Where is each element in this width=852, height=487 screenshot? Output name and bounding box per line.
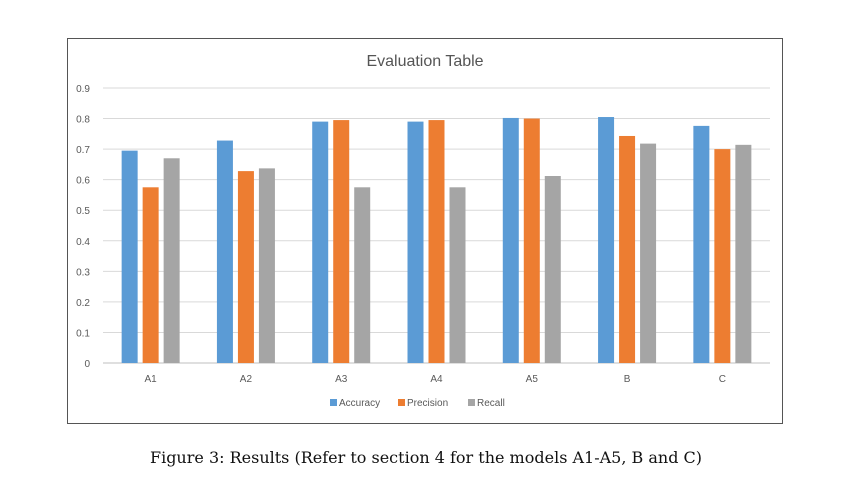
legend-label-recall: Recall <box>477 398 505 409</box>
bars <box>121 117 752 364</box>
chart-title: Evaluation Table <box>366 53 483 70</box>
legend-swatch-precision <box>398 399 405 406</box>
figure-caption: Figure 3: Results (Refer to section 4 fo… <box>149 448 703 467</box>
y-axis-ticks: 0 0.1 0.2 0.3 0.4 0.5 0.6 0.7 0.8 0.9 <box>76 84 90 370</box>
legend-swatch-accuracy <box>330 399 337 406</box>
bar-precision-a5 <box>523 118 540 363</box>
x-axis-ticks: A1 A2 A3 A4 A5 B C <box>145 374 726 385</box>
bar-accuracy-c <box>693 125 710 363</box>
y-tick-label: 0.2 <box>76 298 90 309</box>
bar-precision-c <box>714 149 731 363</box>
bar-recall-a3 <box>354 187 371 363</box>
bar-recall-a1 <box>163 158 180 363</box>
y-tick-label: 0.6 <box>76 176 90 187</box>
y-tick-label: 0.9 <box>76 84 90 95</box>
bar-precision-b <box>619 135 636 363</box>
y-tick-label: 0.5 <box>76 206 90 217</box>
x-tick-label: B <box>624 374 631 385</box>
bar-precision-a2 <box>237 171 254 363</box>
bar-accuracy-a5 <box>502 117 519 363</box>
bar-recall-a4 <box>449 187 466 363</box>
bar-recall-a5 <box>544 176 561 363</box>
legend-label-accuracy: Accuracy <box>339 398 380 409</box>
y-tick-label: 0.1 <box>76 328 90 339</box>
bar-recall-a2 <box>258 168 275 363</box>
y-tick-label: 0.3 <box>76 267 90 278</box>
x-tick-label: A2 <box>240 374 253 385</box>
y-tick-label: 0.8 <box>76 115 90 126</box>
bar-accuracy-b <box>598 117 615 364</box>
bar-accuracy-a2 <box>216 140 233 363</box>
y-tick-label: 0.7 <box>76 145 90 156</box>
chart-frame: Evaluation Table 0 0.1 0.2 0.3 0.4 0.5 0.6 0.7 0… <box>67 38 783 424</box>
bar-recall-b <box>640 143 657 363</box>
x-tick-label: A4 <box>430 374 443 385</box>
y-tick-label: 0.4 <box>76 237 90 248</box>
x-tick-label: A1 <box>145 374 158 385</box>
legend-swatch-recall <box>468 399 475 406</box>
bar-accuracy-a4 <box>407 121 424 363</box>
x-tick-label: C <box>719 374 726 385</box>
x-tick-label: A3 <box>335 374 348 385</box>
bar-precision-a3 <box>333 120 350 363</box>
bar-accuracy-a3 <box>312 121 329 363</box>
bar-accuracy-a1 <box>121 150 138 363</box>
y-tick-label: 0 <box>84 359 90 370</box>
legend-label-precision: Precision <box>407 398 448 409</box>
bar-recall-c <box>735 144 752 363</box>
bar-precision-a4 <box>428 120 445 363</box>
legend: Accuracy Precision Recall <box>330 398 505 409</box>
x-tick-label: A5 <box>526 374 539 385</box>
bar-precision-a1 <box>142 187 159 363</box>
